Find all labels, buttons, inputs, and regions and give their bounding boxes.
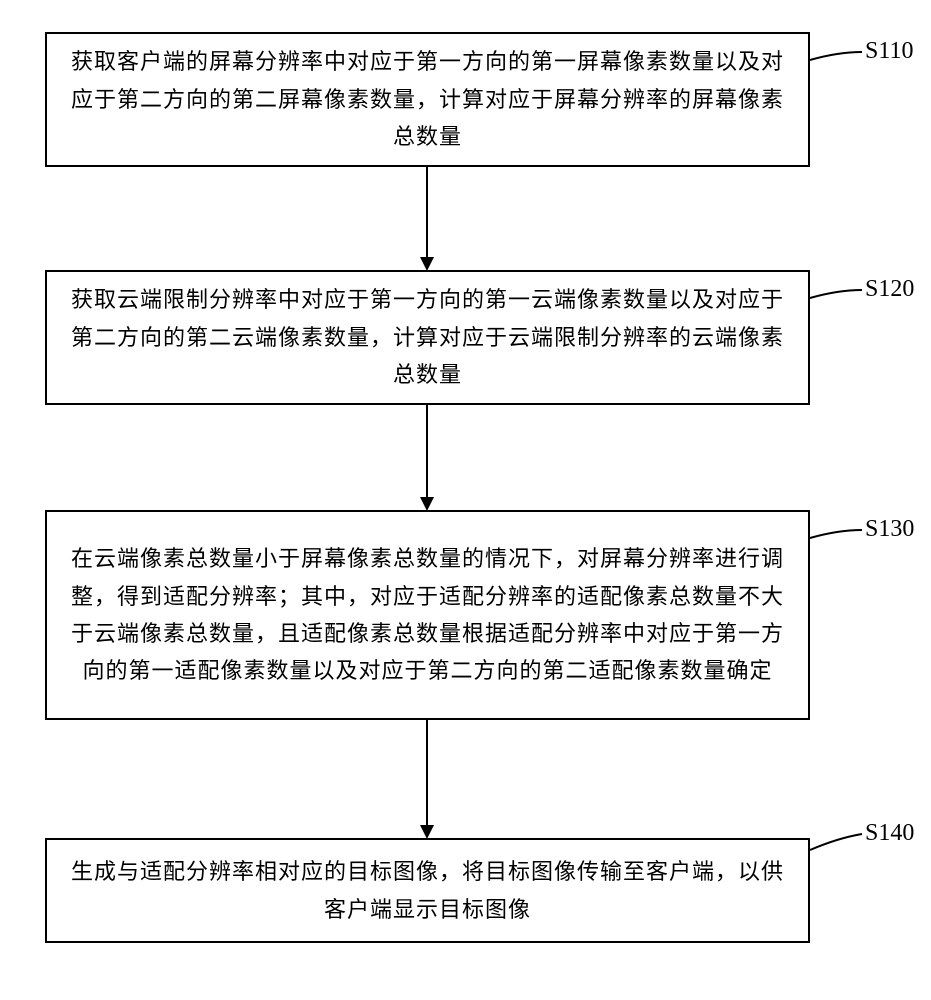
step-label-s120: S120 <box>865 276 914 303</box>
flow-step-s110: 获取客户端的屏幕分辨率中对应于第一方向的第一屏幕像素数量以及对应于第二方向的第二… <box>45 32 810 167</box>
flow-arrow-line <box>426 167 428 257</box>
flow-step-s120: 获取云端限制分辨率中对应于第一方向的第一云端像素数量以及对应于第二方向的第二云端… <box>45 270 810 405</box>
flow-arrow-line <box>426 720 428 825</box>
flow-arrow-head <box>420 825 434 839</box>
flow-arrow-head <box>420 497 434 511</box>
flow-arrow-line <box>426 405 428 497</box>
flow-arrow-head <box>420 257 434 271</box>
flow-step-text: 获取客户端的屏幕分辨率中对应于第一方向的第一屏幕像素数量以及对应于第二方向的第二… <box>67 43 788 155</box>
step-label-s140: S140 <box>865 820 914 847</box>
step-label-s110: S110 <box>865 38 913 65</box>
flow-step-text: 在云端像素总数量小于屏幕像素总数量的情况下，对屏幕分辨率进行调整，得到适配分辨率… <box>67 540 788 690</box>
flow-step-s140: 生成与适配分辨率相对应的目标图像，将目标图像传输至客户端，以供客户端显示目标图像 <box>45 838 810 943</box>
flow-step-text: 获取云端限制分辨率中对应于第一方向的第一云端像素数量以及对应于第二方向的第二云端… <box>67 281 788 393</box>
flow-step-s130: 在云端像素总数量小于屏幕像素总数量的情况下，对屏幕分辨率进行调整，得到适配分辨率… <box>45 510 810 720</box>
flow-step-text: 生成与适配分辨率相对应的目标图像，将目标图像传输至客户端，以供客户端显示目标图像 <box>67 853 788 928</box>
step-label-s130: S130 <box>865 516 914 543</box>
